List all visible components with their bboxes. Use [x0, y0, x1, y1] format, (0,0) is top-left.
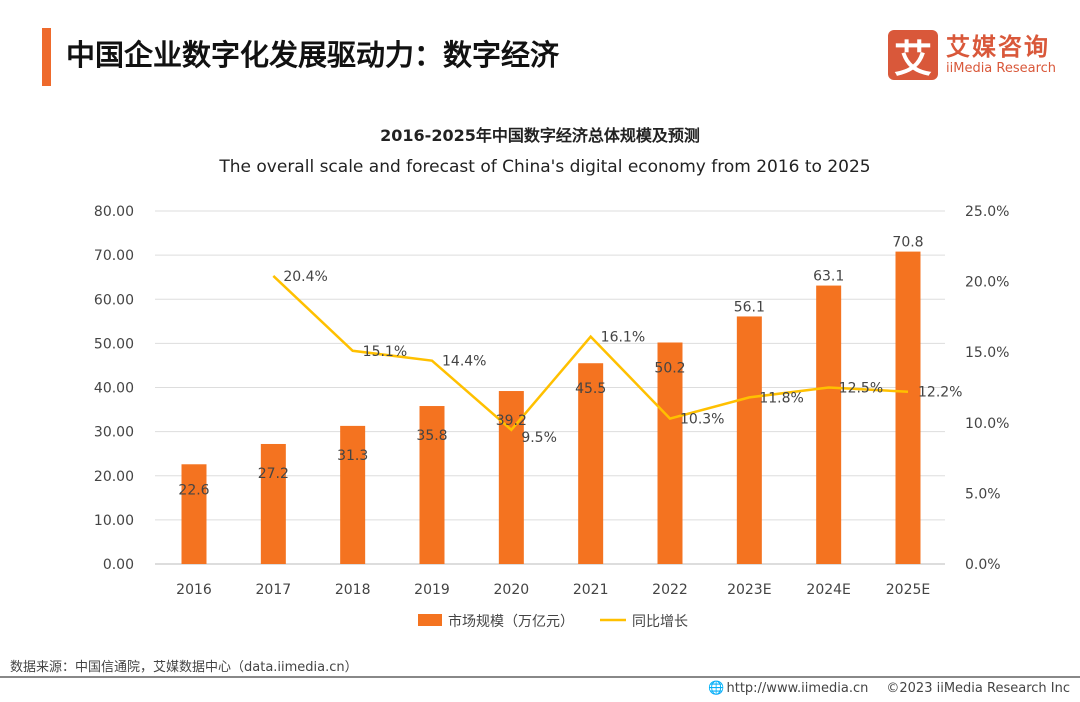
x-tick-label: 2020	[494, 582, 530, 598]
y2-tick-label: 5.0%	[965, 486, 1001, 502]
line-data-label: 10.3%	[680, 412, 724, 428]
y-tick-label: 20.00	[94, 469, 134, 485]
x-tick-label: 2018	[335, 582, 371, 598]
legend-line-label: 同比增长	[632, 614, 688, 630]
data-source: 数据来源：中国信通院，艾媒数据中心（data.iimedia.cn）	[10, 660, 358, 675]
bar-data-label: 70.8	[892, 235, 923, 251]
y2-tick-label: 15.0%	[965, 345, 1009, 361]
line-data-label: 12.5%	[839, 381, 883, 397]
x-tick-label: 2022	[652, 582, 688, 598]
y-tick-label: 70.00	[94, 248, 134, 264]
y-tick-label: 60.00	[94, 292, 134, 308]
growth-line	[272, 275, 909, 432]
footer-copyright: ©2023 iiMedia Research Inc	[886, 681, 1070, 696]
bar	[736, 316, 762, 564]
bar	[419, 406, 445, 564]
y-tick-label: 40.00	[94, 381, 134, 397]
line-data-label: 11.8%	[759, 390, 803, 406]
bar	[181, 464, 207, 564]
iimedia-logo: 艾 艾媒咨询 iiMedia Research	[888, 30, 1057, 81]
y-tick-label: 0.00	[103, 557, 134, 573]
x-tick-label: 2019	[414, 582, 450, 598]
x-tick-label: 2021	[573, 582, 609, 598]
legend-bar-swatch	[418, 614, 442, 626]
footer: 🌐 http://www.iimedia.cn ©2023 iiMedia Rese…	[690, 681, 1070, 696]
bar-data-label: 27.2	[258, 466, 289, 482]
bar-data-label: 39.2	[496, 413, 527, 429]
bar	[657, 342, 683, 564]
y2-tick-label: 10.0%	[965, 416, 1009, 432]
bar-data-label: 63.1	[813, 269, 844, 285]
chart-title: 2016-2025年中国数字经济总体规模及预测	[380, 126, 700, 145]
y2-tick-label: 20.0%	[965, 275, 1009, 291]
y-tick-label: 30.00	[94, 425, 134, 441]
logo-cn: 艾媒咨询	[946, 33, 1050, 61]
page-title: 中国企业数字化发展驱动力：数字经济	[66, 38, 560, 72]
bar	[578, 363, 604, 564]
y-tick-label: 50.00	[94, 336, 134, 352]
x-tick-label: 2016	[176, 582, 212, 598]
bar-data-label: 35.8	[416, 428, 447, 444]
footer-divider	[0, 676, 1080, 678]
bar-data-label: 56.1	[734, 299, 765, 315]
bar-data-label: 45.5	[575, 381, 606, 397]
y2-tick-label: 0.0%	[965, 557, 1001, 573]
line-data-label: 9.5%	[521, 430, 557, 446]
legend-bar-label: 市场规模（万亿元）	[448, 613, 574, 630]
bar-data-label: 50.2	[654, 360, 685, 376]
bar-data-label: 31.3	[337, 448, 368, 464]
line-data-label: 20.4%	[283, 269, 327, 285]
y-tick-label: 80.00	[94, 204, 134, 220]
y2-tick-label: 25.0%	[965, 204, 1009, 220]
logo-mark: 艾	[888, 30, 938, 81]
globe-icon: 🌐	[708, 681, 725, 696]
title-accent-bar	[42, 28, 51, 86]
bar	[816, 285, 842, 564]
bar	[260, 443, 286, 564]
chart-subtitle: The overall scale and forecast of China'…	[219, 157, 871, 177]
line-data-label: 15.1%	[363, 344, 407, 360]
footer-url[interactable]: http://www.iimedia.cn	[726, 681, 869, 696]
x-tick-label: 2017	[256, 582, 292, 598]
line-data-label: 14.4%	[442, 354, 486, 370]
logo-en: iiMedia Research	[946, 61, 1057, 76]
x-tick-label: 2024E	[806, 582, 850, 598]
bar	[895, 251, 921, 564]
line-data-label: 12.2%	[918, 385, 962, 401]
x-tick-label: 2025E	[886, 582, 930, 598]
bar	[340, 425, 366, 564]
line-data-label: 16.1%	[601, 330, 645, 346]
bar-data-label: 22.6	[178, 482, 209, 498]
x-tick-label: 2023E	[727, 582, 771, 598]
y-tick-label: 10.00	[94, 513, 134, 529]
